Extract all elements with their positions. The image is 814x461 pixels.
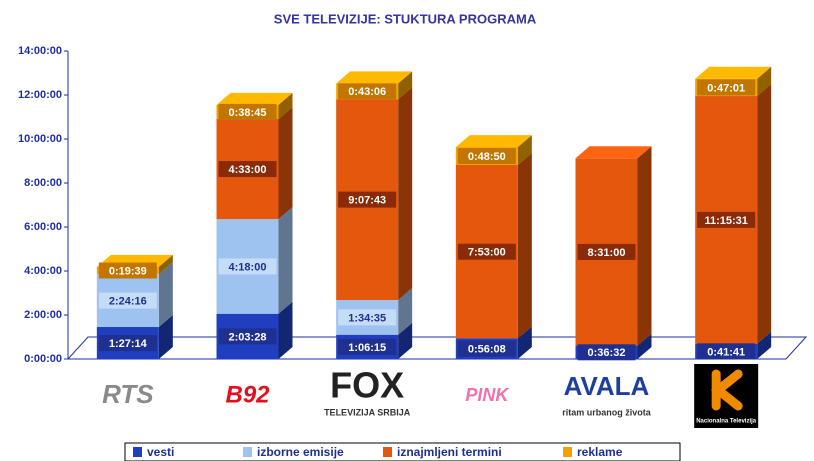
data-label: 11:15:31 xyxy=(704,215,747,227)
bar-side xyxy=(398,71,413,100)
data-label-box xyxy=(457,243,516,260)
data-label-box xyxy=(457,148,516,165)
data-label: 9:07:43 xyxy=(348,195,386,207)
legend-swatch xyxy=(563,447,572,457)
data-label: 0:56:08 xyxy=(468,344,506,356)
data-label: 2:24:16 xyxy=(109,295,147,307)
data-label-box xyxy=(218,258,277,275)
category-label: PINK xyxy=(465,385,510,405)
data-label: 0:47:01 xyxy=(707,82,745,94)
category-label: AVALA xyxy=(564,371,650,401)
bar-side xyxy=(278,92,293,120)
data-label: 0:38:45 xyxy=(229,107,267,119)
bar-side xyxy=(757,84,772,344)
y-tick-label: 10:00:00 xyxy=(18,133,62,145)
bar-side xyxy=(517,152,532,339)
bar-side xyxy=(278,207,293,314)
category-label: Nacionalna Televizija xyxy=(696,419,757,425)
logo-k xyxy=(710,369,743,411)
bar-side xyxy=(158,262,173,328)
y-tick-label: 2:00:00 xyxy=(24,309,62,321)
data-label: 0:43:06 xyxy=(348,86,386,98)
bar-top xyxy=(336,71,413,84)
chart-title: SVE TELEVIZIJE: STUKTURA PROGRAMA xyxy=(274,11,537,26)
y-tick-label: 8:00:00 xyxy=(24,177,62,189)
data-label: 0:19:39 xyxy=(109,265,147,277)
category-label: RTS xyxy=(102,379,154,409)
data-label-box xyxy=(577,243,636,260)
data-label-box xyxy=(697,211,756,228)
bar-side xyxy=(398,322,413,359)
bar-side xyxy=(517,326,532,359)
bar-side xyxy=(757,66,772,97)
data-label-box xyxy=(338,83,397,100)
data-label: 0:41:41 xyxy=(707,346,745,358)
legend-label: reklame xyxy=(577,445,623,459)
bar-side xyxy=(158,315,173,359)
data-label-box xyxy=(338,338,397,355)
legend-swatch xyxy=(243,447,252,457)
y-tick-label: 14:00:00 xyxy=(18,45,62,57)
category-subtitle: ritam urbanog života xyxy=(562,407,652,417)
data-label: 8:31:00 xyxy=(588,247,626,259)
data-label-box xyxy=(218,161,277,178)
data-label: 7:53:00 xyxy=(468,247,506,259)
data-label-box xyxy=(338,191,397,208)
data-label: 0:36:32 xyxy=(588,347,626,359)
category-label: FOX xyxy=(330,365,404,406)
data-label: 1:06:15 xyxy=(348,342,386,354)
bar-side xyxy=(278,107,293,220)
category-label: B92 xyxy=(225,381,270,408)
data-label-box xyxy=(98,262,157,279)
bar-side xyxy=(637,146,652,346)
legend-swatch xyxy=(133,447,142,457)
data-label-box xyxy=(98,292,157,309)
bar-top xyxy=(695,66,772,79)
legend-label: vesti xyxy=(147,445,174,459)
bar-top xyxy=(455,135,532,148)
bar-side xyxy=(637,333,652,359)
data-label-box xyxy=(98,335,157,352)
data-label: 2:03:28 xyxy=(229,331,267,343)
data-label-box xyxy=(697,79,756,96)
data-label-box xyxy=(218,103,277,120)
y-tick-label: 4:00:00 xyxy=(24,265,62,277)
data-label: 4:33:00 xyxy=(229,164,267,176)
bar-top xyxy=(216,92,293,105)
bar-side xyxy=(757,331,772,359)
category-subtitle: TELEVIZIJA SRBIJA xyxy=(324,407,411,417)
data-label: 0:48:50 xyxy=(468,151,506,163)
data-label-box xyxy=(697,343,756,360)
legend-label: izborne emisije xyxy=(257,445,344,459)
bar-side xyxy=(398,87,413,301)
data-label: 4:18:00 xyxy=(229,261,267,273)
legend-box xyxy=(124,442,681,461)
legend-swatch xyxy=(383,447,392,457)
legend-label: iznajmljeni termini xyxy=(397,445,502,459)
data-label-box xyxy=(457,340,516,357)
floor xyxy=(66,336,808,360)
data-label-box xyxy=(577,344,636,361)
bar-side xyxy=(158,254,173,275)
data-label-box xyxy=(218,328,277,345)
data-label: 1:34:35 xyxy=(348,312,386,324)
bar-side xyxy=(517,135,532,165)
y-tick-label: 0:00:00 xyxy=(24,353,62,365)
bar-side xyxy=(398,288,413,335)
data-label-box xyxy=(338,309,397,326)
data-label: 1:27:14 xyxy=(109,338,148,350)
bar-top xyxy=(575,146,652,159)
bar-side xyxy=(278,301,293,359)
y-tick-label: 12:00:00 xyxy=(18,89,62,101)
y-tick-label: 6:00:00 xyxy=(24,221,62,233)
